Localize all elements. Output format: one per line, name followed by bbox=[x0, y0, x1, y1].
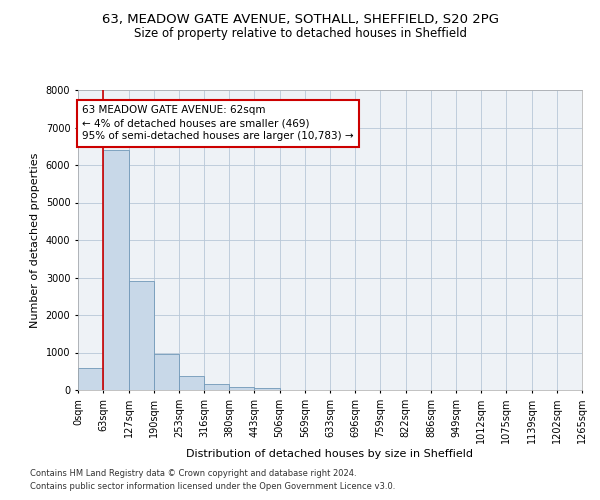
Text: 63, MEADOW GATE AVENUE, SOTHALL, SHEFFIELD, S20 2PG: 63, MEADOW GATE AVENUE, SOTHALL, SHEFFIE… bbox=[101, 12, 499, 26]
Bar bbox=[254, 388, 280, 390]
Text: Contains HM Land Registry data © Crown copyright and database right 2024.: Contains HM Land Registry data © Crown c… bbox=[30, 468, 356, 477]
Bar bbox=[154, 354, 179, 390]
Bar bbox=[229, 387, 254, 390]
Bar bbox=[78, 368, 103, 390]
Bar bbox=[179, 376, 204, 390]
Text: 63 MEADOW GATE AVENUE: 62sqm
← 4% of detached houses are smaller (469)
95% of se: 63 MEADOW GATE AVENUE: 62sqm ← 4% of det… bbox=[82, 105, 353, 142]
Bar bbox=[128, 280, 154, 390]
Text: Contains public sector information licensed under the Open Government Licence v3: Contains public sector information licen… bbox=[30, 482, 395, 491]
Text: Size of property relative to detached houses in Sheffield: Size of property relative to detached ho… bbox=[133, 28, 467, 40]
Bar bbox=[204, 384, 229, 390]
Bar bbox=[103, 150, 128, 390]
X-axis label: Distribution of detached houses by size in Sheffield: Distribution of detached houses by size … bbox=[187, 448, 473, 458]
Y-axis label: Number of detached properties: Number of detached properties bbox=[30, 152, 40, 328]
